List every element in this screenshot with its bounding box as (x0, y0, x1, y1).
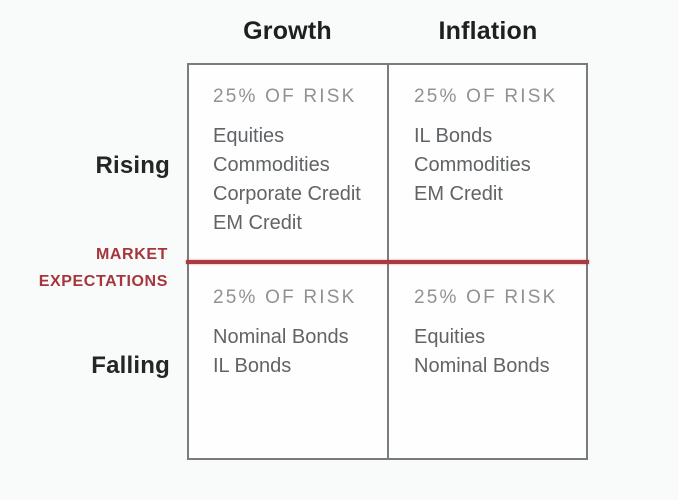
row-label-falling: Falling (91, 352, 170, 379)
asset-list: Nominal Bonds IL Bonds (213, 323, 379, 381)
asset-item: Corporate Credit (213, 183, 361, 205)
quadrant-rising-inflation: 25% OF RISK IL Bonds Commodities EM Cred… (390, 65, 586, 258)
asset-item: IL Bonds (213, 355, 292, 377)
risk-share-label: 25% OF RISK (213, 287, 357, 308)
axis-label-line1: MARKET (95, 246, 168, 263)
asset-item: IL Bonds (414, 125, 493, 147)
asset-list: IL Bonds Commodities EM Credit (414, 122, 580, 209)
row-label-rising: Rising (95, 152, 170, 179)
asset-item: Commodities (213, 154, 330, 176)
risk-share-label: 25% OF RISK (414, 86, 558, 107)
asset-item: Nominal Bonds (414, 355, 550, 377)
quadrant-falling-inflation: 25% OF RISK Equities Nominal Bonds (390, 266, 586, 458)
risk-share-label: 25% OF RISK (213, 86, 357, 107)
quadrant-rising-growth: 25% OF RISK Equities Commodities Corpora… (189, 65, 385, 258)
column-header-growth: Growth (243, 17, 332, 45)
risk-share-label: 25% OF RISK (414, 287, 558, 308)
axis-label-line2: EXPECTATIONS (38, 273, 168, 290)
asset-item: Nominal Bonds (213, 326, 349, 348)
asset-item: EM Credit (213, 212, 302, 234)
axis-label-market-expectations: MARKET EXPECTATIONS (0, 241, 168, 295)
asset-list: Equities Nominal Bonds (414, 323, 580, 381)
quadrant-falling-growth: 25% OF RISK Nominal Bonds IL Bonds (189, 266, 385, 458)
asset-item: Equities (414, 326, 486, 348)
asset-item: EM Credit (414, 183, 503, 205)
asset-list: Equities Commodities Corporate Credit EM… (213, 122, 379, 238)
market-expectations-divider-line (186, 260, 589, 264)
column-header-inflation: Inflation (438, 17, 538, 45)
asset-item: Equities (213, 125, 285, 147)
asset-item: Commodities (414, 154, 531, 176)
